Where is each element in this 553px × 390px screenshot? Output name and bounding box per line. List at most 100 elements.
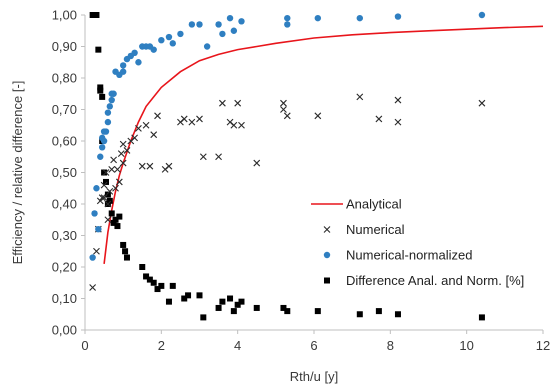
numerical-point-stroke (100, 194, 108, 202)
difference-point (104, 191, 111, 198)
normalized-point (238, 18, 245, 25)
numerical-point (199, 153, 207, 161)
numerical-point (106, 188, 114, 195)
numerical-point (138, 162, 146, 170)
numerical-point-stroke (165, 162, 173, 170)
numerical-point (131, 134, 139, 142)
difference-point (158, 282, 165, 289)
normalized-point (104, 118, 112, 126)
legend-difference-symbol (324, 277, 330, 284)
numerical-point-stroke (283, 112, 291, 120)
numerical-point (98, 194, 106, 202)
normalized-point (89, 254, 96, 261)
difference-point (150, 279, 157, 286)
x-tick-label: 10 (459, 338, 473, 353)
numerical-point-stroke (138, 162, 146, 170)
y-axis-label: Efficiency / relative difference [-] (10, 81, 25, 265)
numerical-point-stroke (119, 140, 127, 148)
legend-normalized-symbol (323, 251, 331, 259)
difference-point (110, 219, 117, 226)
difference-point (185, 292, 192, 299)
difference-point (227, 295, 234, 302)
numerical-point (110, 156, 118, 164)
numerical-point (89, 284, 97, 291)
numerical-point-stroke (104, 216, 112, 224)
normalized-point (394, 13, 402, 20)
numerical-point (154, 112, 161, 120)
difference-point (253, 304, 260, 311)
numerical-point-stroke (100, 181, 108, 189)
normalized-point (104, 109, 112, 116)
numerical-point-stroke (106, 188, 114, 195)
analytical-line (103, 25, 544, 264)
numerical-point (93, 247, 100, 255)
normalized-point (108, 96, 115, 104)
numerical-point (215, 153, 222, 161)
numerical-point-stroke (356, 93, 364, 101)
difference-point (230, 308, 237, 315)
normalized-point (203, 43, 211, 50)
numerical-point (112, 184, 119, 192)
numerical-point-stroke (219, 99, 226, 107)
numerical-point-stroke (131, 134, 139, 142)
difference-point (375, 308, 382, 315)
normalized-point (196, 21, 203, 28)
numerical-point-stroke (478, 99, 486, 107)
difference-point (89, 12, 96, 18)
normalized-point (95, 226, 102, 233)
difference-point (143, 273, 150, 280)
numerical-point-stroke (196, 115, 203, 123)
normalized-point (230, 27, 238, 34)
numerical-point (283, 112, 291, 120)
difference-point (478, 314, 485, 321)
numerical-point (219, 99, 226, 107)
numerical-point-stroke (280, 106, 287, 113)
numerical-point (394, 118, 402, 126)
difference-point (165, 298, 172, 305)
numerical-point (196, 115, 203, 123)
difference-point (139, 264, 146, 270)
difference-point (106, 197, 113, 204)
plot-area (89, 11, 544, 321)
numerical-point (142, 121, 150, 129)
numerical-point-stroke (114, 165, 121, 173)
numerical-point-stroke (108, 165, 116, 173)
numerical-point (238, 121, 245, 129)
numerical-point-stroke (215, 153, 222, 161)
numerical-point-stroke (150, 131, 158, 139)
numerical-point (123, 147, 131, 154)
y-tick-label: 0,80 (52, 71, 77, 86)
difference-point (280, 304, 287, 311)
difference-point (102, 178, 109, 185)
y-tick-label: 0,70 (52, 102, 77, 117)
difference-point (122, 248, 129, 255)
numerical-point (114, 165, 121, 173)
x-tick-label: 6 (310, 338, 317, 353)
numerical-point (100, 194, 108, 202)
y-tick-label: 0,30 (52, 228, 77, 243)
numerical-point-stroke (314, 112, 322, 120)
legend-label: Numerical-normalized (346, 248, 472, 263)
numerical-point-stroke (142, 121, 150, 129)
normalized-point (150, 46, 157, 53)
normalized-point (188, 21, 196, 28)
numerical-point (165, 162, 173, 170)
difference-point (146, 276, 153, 283)
normalized-point (284, 21, 291, 28)
y-tick-label: 0,90 (52, 39, 77, 54)
normalized-point (97, 153, 104, 160)
difference-point (181, 295, 188, 302)
normalized-point (91, 210, 98, 217)
numerical-point (115, 178, 123, 186)
normalized-point (119, 68, 127, 75)
numerical-point (280, 99, 287, 107)
numerical-point (188, 118, 196, 126)
numerical-point-stroke (102, 169, 110, 176)
numerical-point-stroke (112, 184, 119, 192)
difference-point (101, 169, 108, 176)
numerical-point (119, 140, 127, 148)
legend-label: Analytical (346, 197, 402, 212)
numerical-point (234, 99, 242, 107)
x-axis-label: Rth/u [y] (290, 369, 338, 384)
